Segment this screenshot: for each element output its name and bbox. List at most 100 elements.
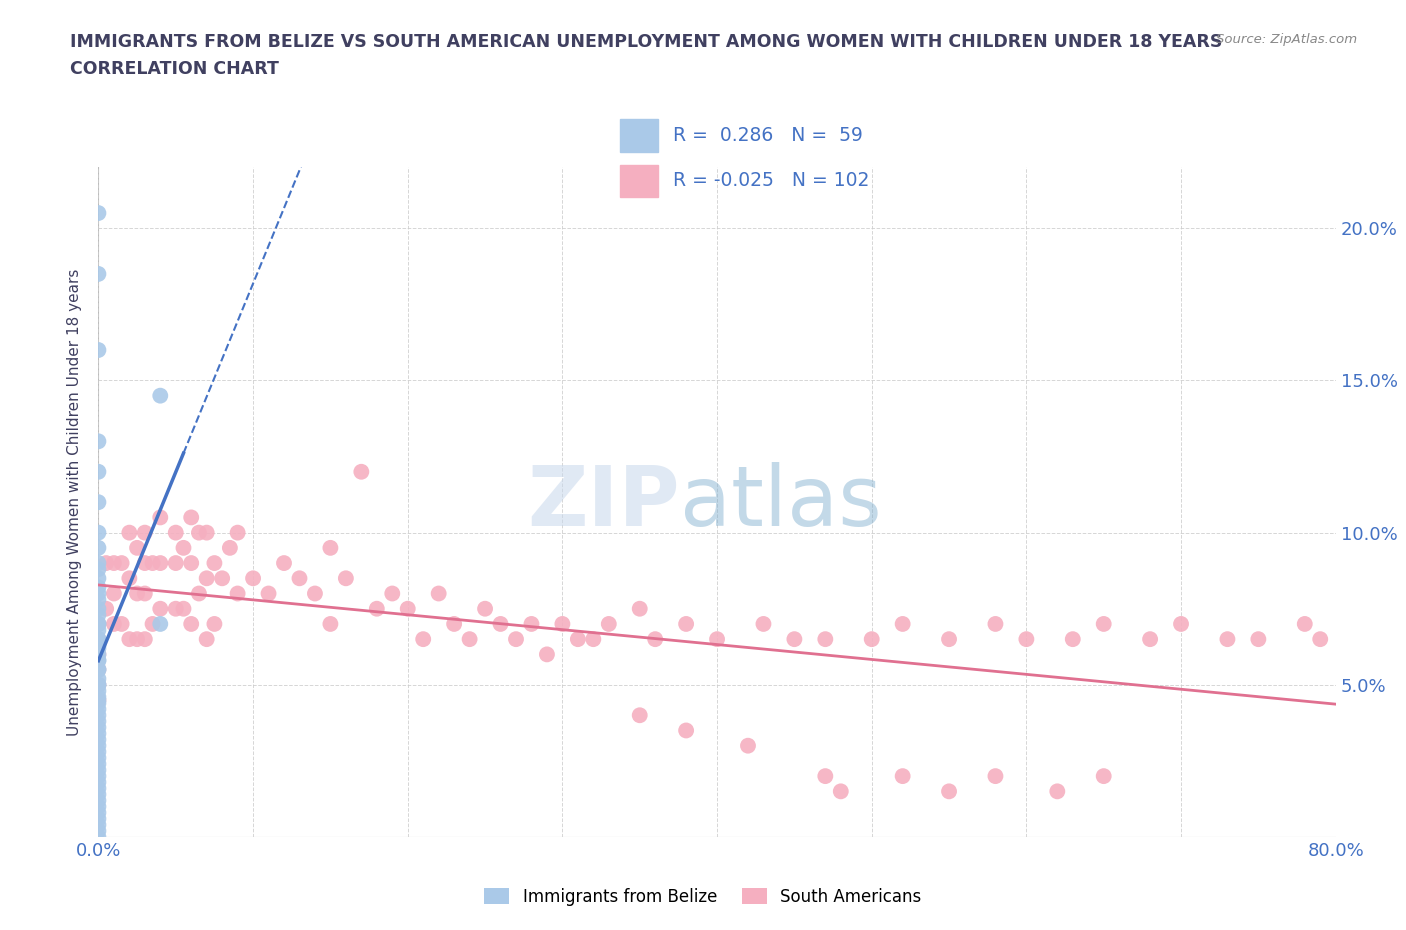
Point xyxy=(87,662,110,677)
Point xyxy=(427,586,450,601)
Point xyxy=(211,571,233,586)
Point xyxy=(319,540,342,555)
Point xyxy=(87,653,110,668)
Point xyxy=(87,781,110,796)
Point xyxy=(1046,784,1069,799)
Point xyxy=(87,726,110,741)
Point xyxy=(87,671,110,686)
Point xyxy=(87,586,110,601)
Point xyxy=(87,677,110,692)
Point xyxy=(165,525,187,540)
Point xyxy=(87,830,110,844)
Point xyxy=(87,631,110,646)
Point xyxy=(412,631,434,646)
Point xyxy=(257,586,280,601)
Legend: Immigrants from Belize, South Americans: Immigrants from Belize, South Americans xyxy=(478,881,928,912)
Point xyxy=(219,540,242,555)
Point xyxy=(96,602,118,617)
Point xyxy=(860,631,883,646)
Point xyxy=(226,525,249,540)
Point xyxy=(87,693,110,708)
Point xyxy=(87,702,110,717)
Point xyxy=(87,638,110,653)
Point xyxy=(644,631,666,646)
Point xyxy=(149,617,172,631)
Point xyxy=(87,823,110,838)
Point xyxy=(87,714,110,729)
Point xyxy=(536,647,558,662)
Point xyxy=(1309,631,1331,646)
Point xyxy=(87,689,110,704)
Text: R = -0.025   N = 102: R = -0.025 N = 102 xyxy=(673,171,869,191)
Point xyxy=(984,769,1007,784)
Point xyxy=(195,525,218,540)
Point xyxy=(87,495,110,510)
Point xyxy=(87,592,110,607)
Point xyxy=(87,732,110,747)
Point xyxy=(396,602,419,617)
Point xyxy=(142,555,165,570)
Point xyxy=(1092,769,1115,784)
Point xyxy=(1015,631,1038,646)
Point xyxy=(87,342,110,357)
Point xyxy=(87,662,110,677)
Point xyxy=(165,555,187,570)
Point xyxy=(520,617,543,631)
Point xyxy=(628,708,651,723)
Point xyxy=(180,510,202,525)
Point xyxy=(87,817,110,832)
Point xyxy=(180,617,202,631)
Point xyxy=(87,662,110,677)
Point xyxy=(474,602,496,617)
Point xyxy=(582,631,605,646)
Point xyxy=(118,631,141,646)
Point xyxy=(288,571,311,586)
Point xyxy=(87,631,110,646)
Point xyxy=(204,555,226,570)
Point xyxy=(87,720,110,735)
Point xyxy=(134,555,156,570)
Text: IMMIGRANTS FROM BELIZE VS SOUTH AMERICAN UNEMPLOYMENT AMONG WOMEN WITH CHILDREN : IMMIGRANTS FROM BELIZE VS SOUTH AMERICAN… xyxy=(70,33,1223,50)
Point xyxy=(366,602,388,617)
Point xyxy=(103,555,125,570)
Point xyxy=(628,602,651,617)
Point xyxy=(103,586,125,601)
Point xyxy=(273,555,295,570)
Point xyxy=(706,631,728,646)
Point xyxy=(1216,631,1239,646)
Point xyxy=(111,555,134,570)
Point xyxy=(188,525,211,540)
Point xyxy=(149,555,172,570)
Point xyxy=(87,805,110,820)
Point xyxy=(195,571,218,586)
Point xyxy=(87,793,110,808)
Text: CORRELATION CHART: CORRELATION CHART xyxy=(70,60,280,78)
Point xyxy=(675,723,697,737)
Point xyxy=(142,617,165,631)
Point xyxy=(96,555,118,570)
Point xyxy=(87,525,110,540)
Point xyxy=(350,464,373,479)
Point xyxy=(567,631,589,646)
Point xyxy=(335,571,357,586)
Point xyxy=(1139,631,1161,646)
Point xyxy=(134,525,156,540)
Point xyxy=(87,607,110,622)
Point xyxy=(188,586,211,601)
Point xyxy=(103,617,125,631)
Point xyxy=(149,510,172,525)
FancyBboxPatch shape xyxy=(620,165,658,197)
Point xyxy=(173,540,195,555)
Point xyxy=(87,751,110,765)
Point xyxy=(87,677,110,692)
Text: R =  0.286   N =  59: R = 0.286 N = 59 xyxy=(673,126,863,145)
Point xyxy=(1170,617,1192,631)
Point xyxy=(173,602,195,617)
Point xyxy=(319,617,342,631)
Point xyxy=(195,631,218,646)
Point xyxy=(87,763,110,777)
Point xyxy=(87,653,110,668)
Point xyxy=(598,617,620,631)
Point xyxy=(87,769,110,784)
Point xyxy=(127,631,149,646)
